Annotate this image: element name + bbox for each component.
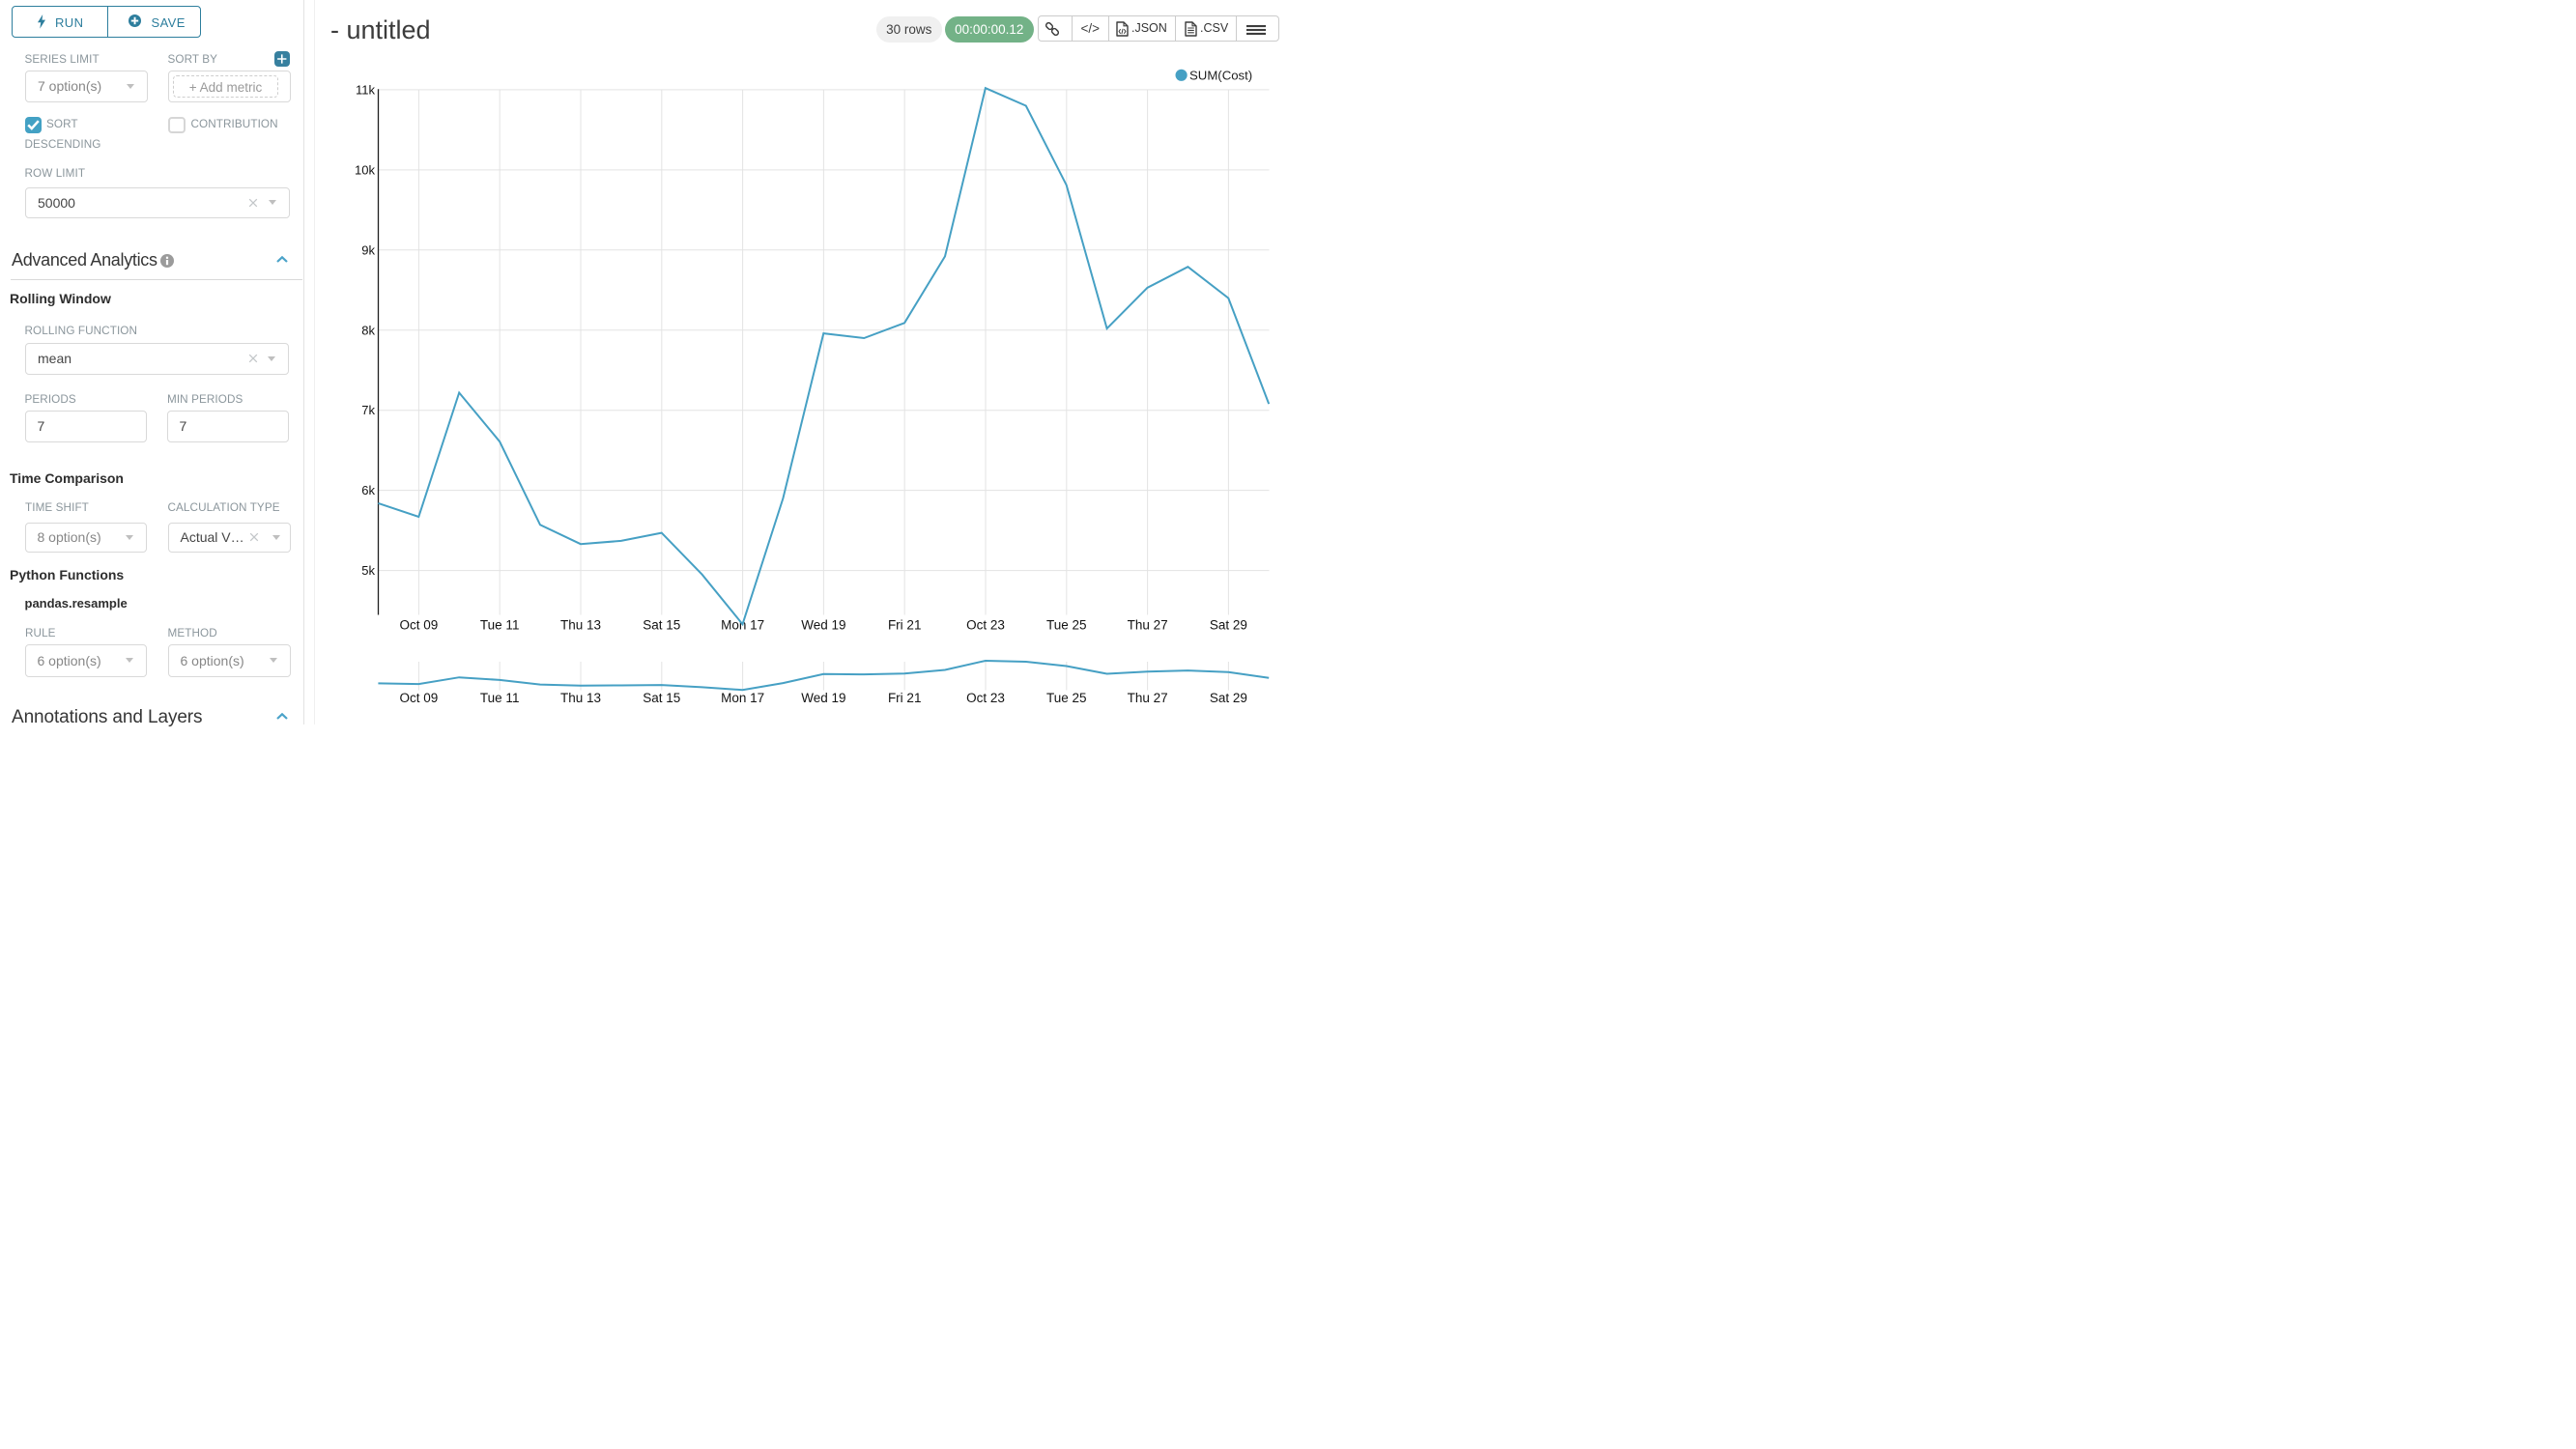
svg-text:Fri 21: Fri 21 xyxy=(888,691,922,705)
svg-text:Thu 13: Thu 13 xyxy=(560,691,601,705)
svg-text:Wed 19: Wed 19 xyxy=(801,691,845,705)
svg-text:Sat 29: Sat 29 xyxy=(1210,691,1247,705)
svg-text:Tue 25: Tue 25 xyxy=(1046,691,1087,705)
svg-text:SUM(Cost): SUM(Cost) xyxy=(1189,69,1252,83)
svg-text:Tue 11: Tue 11 xyxy=(480,618,520,633)
svg-text:10k: 10k xyxy=(355,162,375,177)
svg-text:5k: 5k xyxy=(361,563,375,578)
svg-text:Sat 15: Sat 15 xyxy=(643,691,680,705)
svg-text:8k: 8k xyxy=(361,323,375,337)
svg-text:Oct 23: Oct 23 xyxy=(966,691,1005,705)
svg-text:Oct 23: Oct 23 xyxy=(966,618,1005,633)
svg-text:7k: 7k xyxy=(361,403,375,417)
svg-text:Oct 09: Oct 09 xyxy=(400,618,439,633)
svg-text:Tue 25: Tue 25 xyxy=(1046,618,1087,633)
svg-text:Thu 27: Thu 27 xyxy=(1128,691,1168,705)
svg-text:Thu 27: Thu 27 xyxy=(1128,618,1168,633)
svg-text:6k: 6k xyxy=(361,483,375,497)
svg-text:11k: 11k xyxy=(356,82,375,97)
svg-text:Mon 17: Mon 17 xyxy=(721,691,764,705)
svg-text:Sat 15: Sat 15 xyxy=(643,618,680,633)
svg-text:Oct 09: Oct 09 xyxy=(400,691,439,705)
svg-text:Tue 11: Tue 11 xyxy=(480,691,520,705)
svg-text:9k: 9k xyxy=(361,242,375,257)
svg-text:Wed 19: Wed 19 xyxy=(801,618,845,633)
svg-text:Sat 29: Sat 29 xyxy=(1210,618,1247,633)
svg-text:Thu 13: Thu 13 xyxy=(560,618,601,633)
svg-text:Fri 21: Fri 21 xyxy=(888,618,922,633)
